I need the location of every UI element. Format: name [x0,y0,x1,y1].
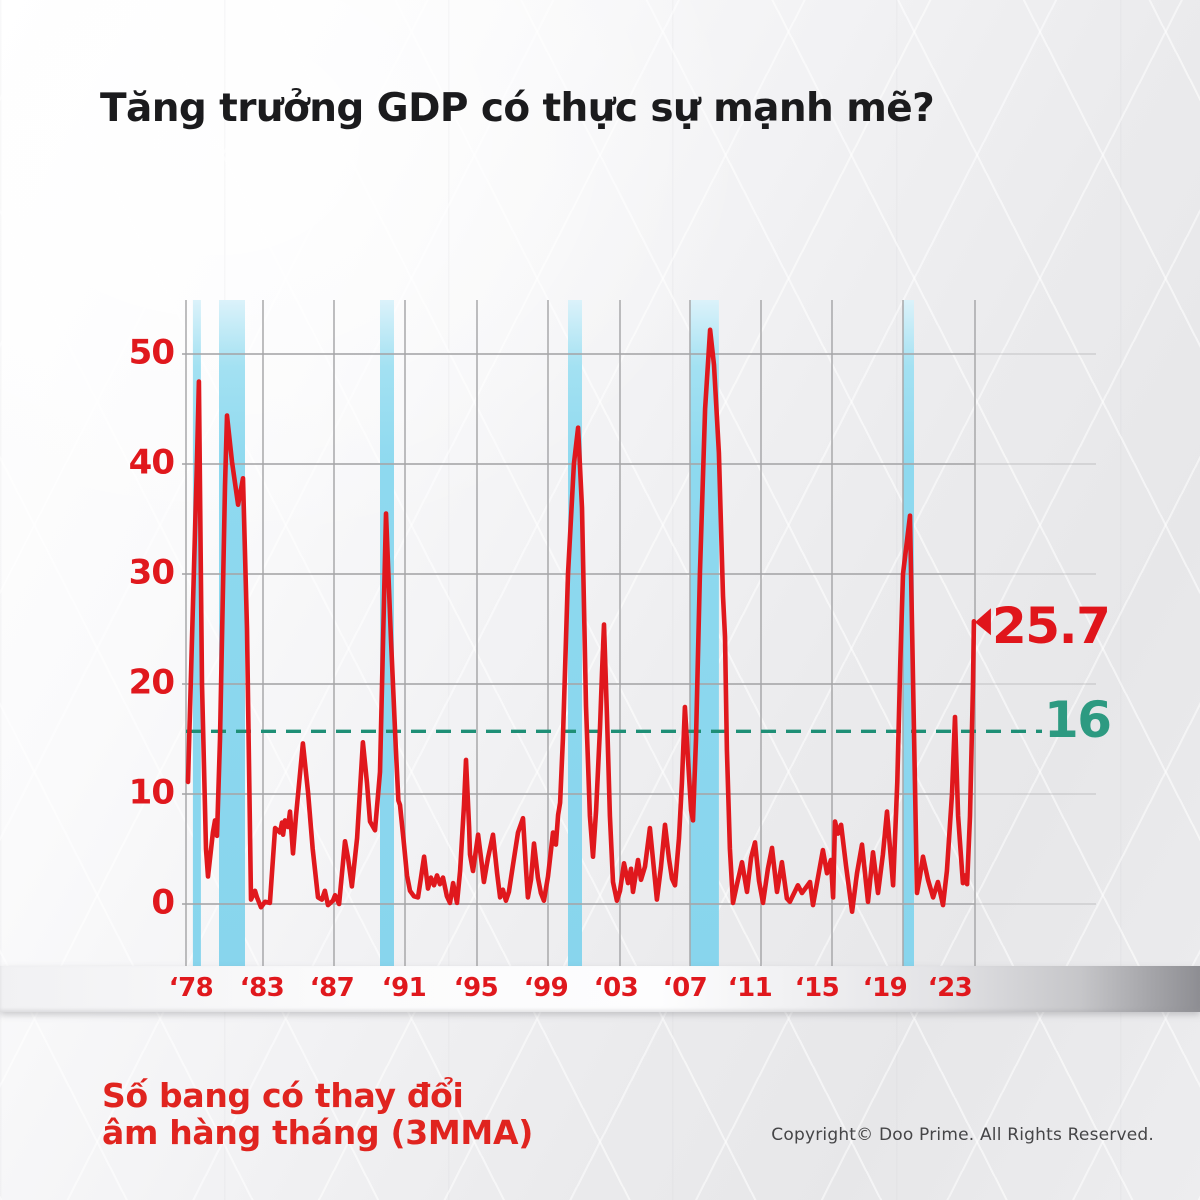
y-tick-label: 40 [128,442,175,483]
recession-band [568,300,582,966]
x-tick-label: ‘19 [862,973,908,1003]
series-footnote-line1: Số bang có thay đổi [102,1076,464,1115]
x-axis-ribbon [0,966,1200,1012]
x-tick-label: ‘83 [239,973,285,1003]
x-tick-label: ‘91 [381,973,427,1003]
gdp-diffusion-line [185,327,977,915]
x-tick-label: ‘15 [794,973,840,1003]
x-tick-label: ‘03 [593,973,639,1003]
y-tick-label: 30 [128,552,175,593]
recession-band [380,300,394,966]
y-tick-label: 50 [128,332,175,373]
x-tick-label: ‘95 [453,973,499,1003]
x-tick-label: ‘87 [309,973,355,1003]
x-tick-label: ‘11 [727,973,773,1003]
left-arrowhead-icon [974,608,991,636]
x-tick-label: ‘23 [927,973,973,1003]
series-footnote-line2: âm hàng tháng (3MMA) [102,1113,533,1152]
x-tick-label: ‘07 [662,973,708,1003]
last-value-label: 25.7 [992,597,1111,655]
series-footnote: Số bang có thay đổi âm hàng tháng (3MMA) [102,1077,533,1151]
recession-band [192,300,201,966]
y-tick-label: 20 [128,662,175,703]
x-tick-label: ‘99 [523,973,569,1003]
x-tick-label: ‘78 [168,973,214,1003]
y-tick-label: 10 [128,772,175,813]
y-tick-label: 0 [151,882,175,923]
page-title: Tăng trưởng GDP có thực sự mạnh mẽ? [100,86,935,131]
copyright-text: Copyright© Doo Prime. All Rights Reserve… [771,1125,1154,1145]
recession-band [903,300,914,966]
reference-value-label: 16 [1044,691,1112,749]
